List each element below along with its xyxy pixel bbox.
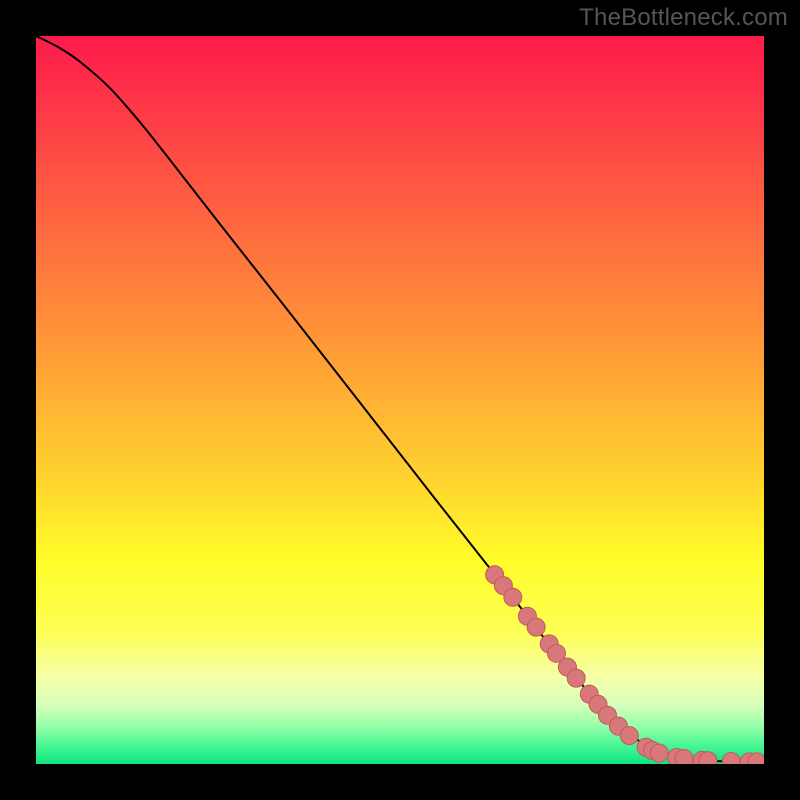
chart-overlay [36,36,764,764]
bottleneck-curve [36,36,764,762]
data-marker [527,618,545,636]
data-marker [567,669,585,687]
data-markers-group [486,566,764,764]
watermark-text: TheBottleneck.com [579,4,788,32]
plot-area [36,36,764,764]
data-marker [722,752,740,764]
data-marker [650,744,668,762]
data-marker [504,588,522,606]
data-marker [620,727,638,745]
data-marker [675,750,693,764]
